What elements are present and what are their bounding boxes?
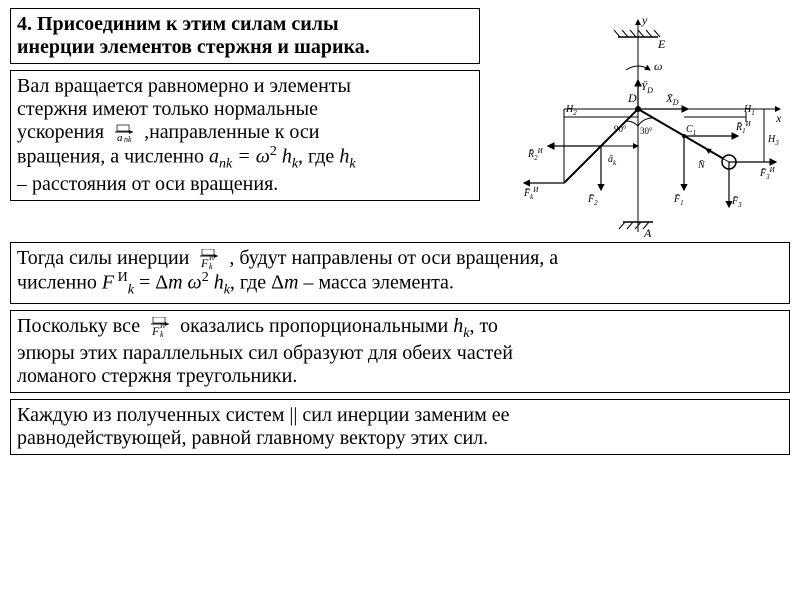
b2l4d: = ω <box>232 146 270 168</box>
svg-text:F: F <box>200 256 209 269</box>
force-diagram: y E ω D ȲD X̄D x <box>488 12 788 242</box>
svg-text:x: x <box>775 111 782 125</box>
svg-text:ω: ω <box>654 59 662 73</box>
svg-text:ȲD: ȲD <box>641 81 653 95</box>
b3l2c: И <box>114 270 128 285</box>
svg-text:F̄3И: F̄3И <box>759 166 776 181</box>
box-resultant: Каждую из полученных систем || сил инерц… <box>10 399 790 455</box>
b2l2: стержня имеют только нормальные <box>17 98 318 120</box>
b3l2k: m <box>284 272 298 294</box>
diagram-container: y E ω D ȲD X̄D x <box>486 8 790 242</box>
b3l2j: , где Δ <box>230 272 284 294</box>
vector-Fk2-icon: F k И <box>145 317 175 337</box>
b3l2a: численно <box>17 272 102 294</box>
svg-text:F̄3: F̄3 <box>731 195 742 209</box>
box-proportional: Поскольку все F k И оказались пропорцион… <box>10 310 790 393</box>
svg-text:R̄2И: R̄2И <box>527 147 544 162</box>
svg-text:90°: 90° <box>614 124 627 134</box>
b3l2b: F <box>102 272 114 294</box>
b4l1a: Поскольку все <box>17 315 145 337</box>
svg-text:k: k <box>160 330 164 337</box>
svg-text:F̄kИ: F̄kИ <box>523 186 539 201</box>
box-step-4: 4. Присоединим к этим силам силы инерции… <box>10 8 480 64</box>
vector-Fk-icon: F k И <box>194 249 224 269</box>
svg-text:y: y <box>641 13 648 27</box>
b5l2: равнодействующей, равной главному вектор… <box>17 427 488 449</box>
b2l4c: nk <box>219 157 232 172</box>
b4l1b: оказались пропорциональными <box>180 315 453 337</box>
svg-text:D: D <box>627 91 637 105</box>
box1-line1: 4. Присоединим к этим силам силы <box>17 13 339 35</box>
svg-text:R̄1И: R̄1И <box>735 120 752 135</box>
b2l4e: 2 <box>270 144 277 159</box>
box-inertia-force: Тогда силы инерции F k И , будут направл… <box>10 242 790 304</box>
b4l2: эпюры этих параллельных сил образуют для… <box>17 342 513 364</box>
svg-text:a: a <box>117 132 123 142</box>
b2l4b: a <box>209 146 219 168</box>
svg-text:X̄D: X̄D <box>665 93 679 107</box>
svg-text:30°: 30° <box>640 126 653 136</box>
svg-text:И: И <box>160 322 165 330</box>
b4l3: ломаного стержня треугольники. <box>17 365 297 387</box>
b2l4j: k <box>349 157 355 172</box>
svg-text:āk: āk <box>608 154 617 167</box>
svg-text:nk: nk <box>124 135 132 142</box>
b3l1a: Тогда силы инерции <box>17 247 194 269</box>
svg-text:F̄1: F̄1 <box>673 193 684 207</box>
b2l5: – расстояния от оси вращения. <box>17 173 278 195</box>
svg-text:H2: H2 <box>565 104 577 117</box>
svg-text:И: И <box>209 254 214 262</box>
svg-text:F: F <box>151 324 160 337</box>
b3l2e: = Δ <box>134 272 168 294</box>
b3l2h: h <box>209 272 224 294</box>
svg-text:H1: H1 <box>743 104 755 117</box>
b4l1e: , то <box>469 315 497 337</box>
b3l2g: 2 <box>202 270 209 285</box>
b2l3a: ускорения <box>17 121 109 143</box>
vector-ank-icon: a nk <box>109 124 139 142</box>
b3l1b: , будут направлены от оси вращения, а <box>229 247 558 269</box>
b2l3b: ,направленные к оси <box>144 121 319 143</box>
box1-line2: инерции элементов стержня и шарика. <box>17 36 370 58</box>
b2l4f: h <box>277 146 292 168</box>
b4l1c: h <box>453 315 463 337</box>
svg-text:E: E <box>657 37 666 51</box>
b2l4h: , где <box>298 146 339 168</box>
svg-text:N̄: N̄ <box>697 159 706 171</box>
b3l2f: m ω <box>168 272 202 294</box>
svg-text:H3: H3 <box>767 134 779 147</box>
svg-text:A: A <box>643 226 652 240</box>
b2l4i: h <box>339 146 349 168</box>
svg-text:F̄2: F̄2 <box>587 193 598 207</box>
svg-text:k: k <box>209 262 213 269</box>
b3l2l: – масса элемента. <box>298 272 453 294</box>
svg-text:C1: C1 <box>686 124 696 137</box>
b2l1: Вал вращается равномерно и элементы <box>17 75 351 97</box>
b5l1: Каждую из полученных систем || сил инерц… <box>17 404 510 426</box>
b2l4a: вращения, а численно <box>17 146 209 168</box>
box-rotation: Вал вращается равномерно и элементы стер… <box>10 70 480 201</box>
